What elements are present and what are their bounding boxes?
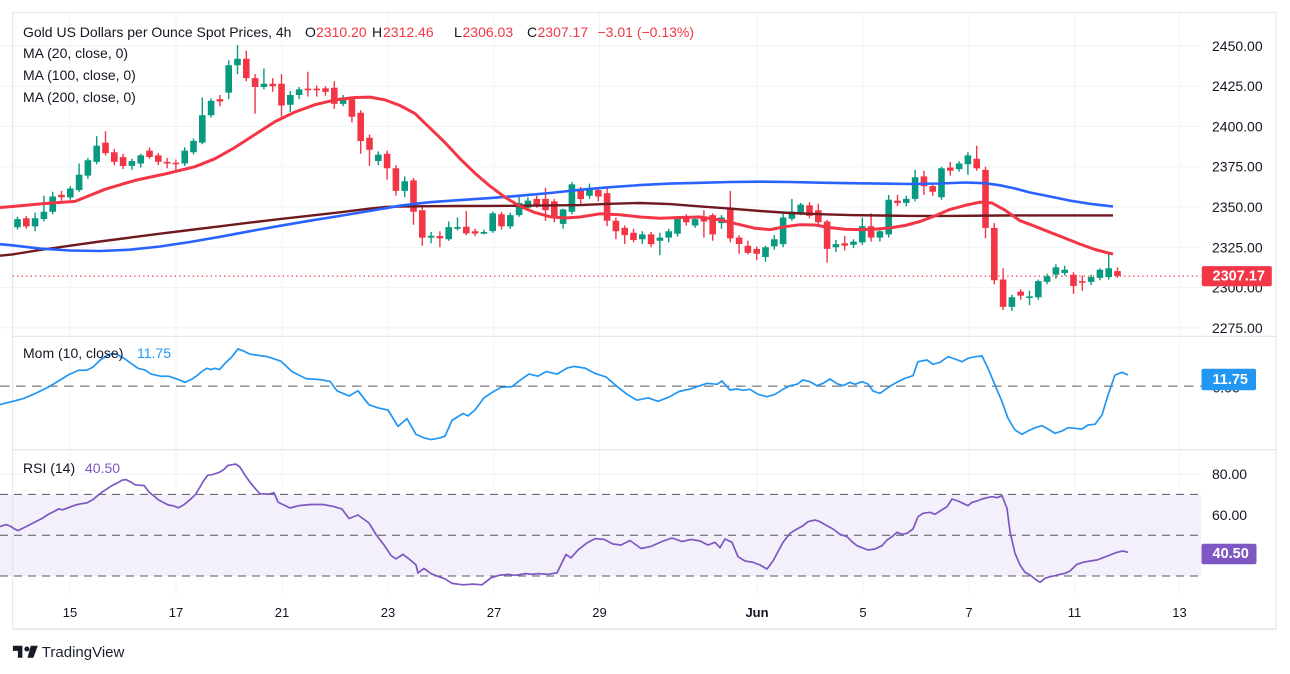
svg-text:2400.00: 2400.00 [1212,118,1263,134]
svg-text:29: 29 [592,605,606,620]
svg-text:17: 17 [169,605,183,620]
svg-text:MA (20, close, 0): MA (20, close, 0) [23,45,128,61]
svg-text:2307.17: 2307.17 [1213,268,1265,284]
svg-text:2450.00: 2450.00 [1212,38,1263,54]
svg-text:11.75: 11.75 [1213,372,1249,388]
svg-text:80.00: 80.00 [1212,466,1247,482]
svg-text:2306.03: 2306.03 [463,24,514,40]
svg-text:60.00: 60.00 [1212,507,1247,523]
svg-text:11.75: 11.75 [137,345,171,361]
svg-text:21: 21 [275,605,289,620]
svg-text:2425.00: 2425.00 [1212,78,1263,94]
svg-text:23: 23 [381,605,395,620]
svg-text:2275.00: 2275.00 [1212,320,1263,336]
svg-text:C: C [527,24,537,40]
svg-text:2375.00: 2375.00 [1212,159,1263,175]
svg-text:TradingView: TradingView [42,644,125,661]
svg-text:Mom (10, close): Mom (10, close) [23,345,123,361]
svg-text:Jun: Jun [745,605,768,620]
svg-text:−3.01 (−0.13%): −3.01 (−0.13%) [598,24,695,40]
svg-text:O: O [305,24,316,40]
svg-text:7: 7 [965,605,972,620]
svg-text:11: 11 [1068,605,1082,620]
svg-text:5: 5 [859,605,866,620]
svg-text:40.50: 40.50 [1213,546,1249,562]
svg-text:27: 27 [487,605,501,620]
svg-text:2325.00: 2325.00 [1212,239,1263,255]
svg-text:40.50: 40.50 [85,460,120,476]
svg-text:2350.00: 2350.00 [1212,199,1263,215]
svg-text:15: 15 [63,605,77,620]
svg-text:2307.17: 2307.17 [538,24,589,40]
svg-text:Gold US Dollars per Ounce Spot: Gold US Dollars per Ounce Spot Prices, 4… [23,24,291,40]
svg-text:L: L [454,24,462,40]
svg-text:2310.20: 2310.20 [316,24,367,40]
svg-text:RSI (14): RSI (14) [23,460,75,476]
svg-text:2312.46: 2312.46 [383,24,434,40]
svg-text:13: 13 [1172,605,1186,620]
svg-text:MA (100, close, 0): MA (100, close, 0) [23,67,136,83]
svg-text:H: H [372,24,382,40]
svg-text:MA (200, close, 0): MA (200, close, 0) [23,89,136,105]
